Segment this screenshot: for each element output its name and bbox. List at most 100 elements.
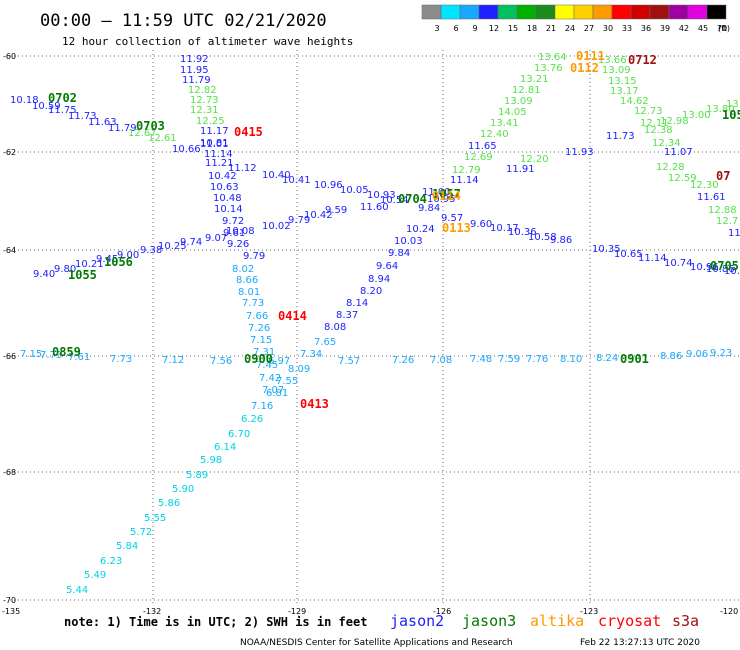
swh-value: 11.01 bbox=[200, 139, 229, 150]
pass-time-label: 07 bbox=[716, 169, 730, 183]
swh-value: 12.82 bbox=[188, 85, 217, 96]
swh-value: 10.41 bbox=[282, 175, 311, 186]
swh-value: 5.72 bbox=[130, 527, 152, 538]
swh-value: 12.88 bbox=[708, 205, 737, 216]
swh-value: 7.07 bbox=[262, 385, 284, 396]
legend-label: 42 bbox=[679, 24, 689, 33]
legend-label: 36 bbox=[641, 24, 651, 33]
legend-label: 3 bbox=[434, 24, 439, 33]
swh-value: 10.42 bbox=[208, 171, 237, 182]
swh-value: 11.14 bbox=[450, 175, 479, 186]
swh-value: 12.69 bbox=[464, 152, 493, 163]
pass-time-label: 0704 bbox=[398, 192, 427, 206]
pass-time-label: 0114 bbox=[432, 189, 461, 203]
legend-swatch bbox=[535, 4, 556, 20]
swh-value: 10.03 bbox=[394, 236, 423, 247]
swh-value: 10.96 bbox=[314, 180, 343, 191]
swh-value: 7.26 bbox=[248, 323, 270, 334]
legend-swatch bbox=[592, 4, 613, 20]
swh-value: 11.60 bbox=[360, 202, 389, 213]
swh-value: 13.17 bbox=[610, 86, 639, 97]
swh-value: 10.56 bbox=[724, 266, 740, 277]
swh-value: 9.38 bbox=[140, 245, 162, 256]
swh-value: 7.66 bbox=[246, 311, 268, 322]
swh-value: 12.67 bbox=[128, 128, 157, 139]
swh-value: 11.21 bbox=[205, 158, 234, 169]
page-title: 00:00 — 11:59 UTC 02/21/2020 bbox=[40, 11, 327, 31]
swh-value: 9.79 bbox=[243, 251, 265, 262]
satellite-name: jason3 bbox=[462, 612, 516, 630]
swh-value: 9.64 bbox=[376, 261, 398, 272]
swh-value: 13.15 bbox=[608, 76, 637, 87]
swh-value: 11.95 bbox=[180, 65, 209, 76]
swh-value: 13.80 bbox=[706, 104, 735, 115]
swh-value: 10.65 bbox=[614, 249, 643, 260]
lat-label: -68 bbox=[3, 468, 16, 477]
swh-value: 10.81 bbox=[200, 138, 229, 149]
swh-value: 11.92 bbox=[180, 54, 209, 65]
swh-value: 12.40 bbox=[480, 129, 509, 140]
swh-value: 7.76 bbox=[526, 354, 548, 365]
pass-time-label: 0111 bbox=[576, 49, 605, 63]
credit-line: NOAA/NESDIS Center for Satellite Applica… bbox=[240, 638, 513, 648]
swh-value: 12.81 bbox=[512, 85, 541, 96]
pass-time-layer: 0414 0413 0415 0702 0703 0704 0705 1055 1056 1057… bbox=[48, 49, 740, 411]
observation-layer: 11.9211.9511.7912.8212.7312.3112.2511.17… bbox=[10, 52, 740, 596]
legend-swatch bbox=[459, 4, 480, 20]
swh-value: 10.08 bbox=[226, 226, 255, 237]
satellite-name: altika bbox=[530, 612, 584, 630]
swh-value: 10.66 bbox=[172, 144, 201, 155]
pass-time-label: 0901 bbox=[620, 352, 649, 366]
legend-label: 6 bbox=[453, 24, 458, 33]
legend-swatch bbox=[573, 4, 594, 20]
swh-value: 11.63 bbox=[88, 117, 117, 128]
lat-label: -70 bbox=[3, 596, 16, 605]
swh-value: 7.16 bbox=[251, 401, 273, 412]
pass-time-label: 1059 bbox=[722, 108, 740, 122]
footer-note: note: 1) Time is in UTC; 2) SWH is in fe… bbox=[64, 615, 367, 629]
longitude-labels: -135 -132 -129 -126 -123 -120 bbox=[2, 607, 738, 616]
swh-value: 7.45 bbox=[256, 360, 278, 371]
pass-time-label: 0413 bbox=[300, 397, 329, 411]
swh-value: 6.23 bbox=[100, 556, 122, 567]
swh-value: 7.59 bbox=[498, 354, 520, 365]
lon-label: -135 bbox=[2, 607, 20, 616]
swh-value: 11.61 bbox=[697, 192, 726, 203]
legend-label: 21 bbox=[546, 24, 556, 33]
swh-value: 9.07 bbox=[205, 233, 227, 244]
legend-label: 18 bbox=[527, 24, 537, 33]
swh-value: 13.09 bbox=[602, 65, 631, 76]
swh-value: 8.66 bbox=[236, 275, 258, 286]
swh-value: 13.64 bbox=[538, 52, 567, 63]
satellite-legend: jason2 jason3 altika cryosat s3a bbox=[390, 612, 699, 630]
swh-value: 9.60 bbox=[470, 219, 492, 230]
lat-label: -60 bbox=[3, 52, 16, 61]
swh-value: 5.55 bbox=[144, 513, 166, 524]
swh-value: 9.86 bbox=[550, 235, 572, 246]
legend-swatch bbox=[421, 4, 442, 20]
swh-value: 8.37 bbox=[336, 310, 358, 321]
swh-value: 12.34 bbox=[652, 138, 681, 149]
swh-value: 13.70 bbox=[726, 99, 740, 110]
swh-value: 9.80 bbox=[54, 264, 76, 275]
swh-value: 12.79 bbox=[452, 165, 481, 176]
swh-value: 10.21 bbox=[75, 259, 104, 270]
swh-value: 13.00 bbox=[682, 110, 711, 121]
swh-value: 11.17 bbox=[200, 126, 229, 137]
legend-swatch bbox=[649, 4, 670, 20]
lat-label: -66 bbox=[3, 352, 16, 361]
lat-label: -62 bbox=[3, 148, 16, 157]
swh-value: 7.31 bbox=[253, 347, 275, 358]
swh-value: 10.25 bbox=[158, 241, 187, 252]
swh-value: 8.08 bbox=[324, 322, 346, 333]
swh-value: 13.66 bbox=[598, 55, 627, 66]
swh-value: 13.09 bbox=[504, 96, 533, 107]
pass-time-label: 0712 bbox=[628, 53, 657, 67]
swh-value: 9.00 bbox=[117, 250, 139, 261]
swh-value: 7.73 bbox=[110, 354, 132, 365]
swh-value: 11.07 bbox=[664, 147, 693, 158]
legend-swatch bbox=[554, 4, 575, 20]
swh-value: 6.26 bbox=[241, 414, 263, 425]
pass-time-label: 0112 bbox=[570, 61, 599, 75]
swh-value: 7.65 bbox=[314, 337, 336, 348]
